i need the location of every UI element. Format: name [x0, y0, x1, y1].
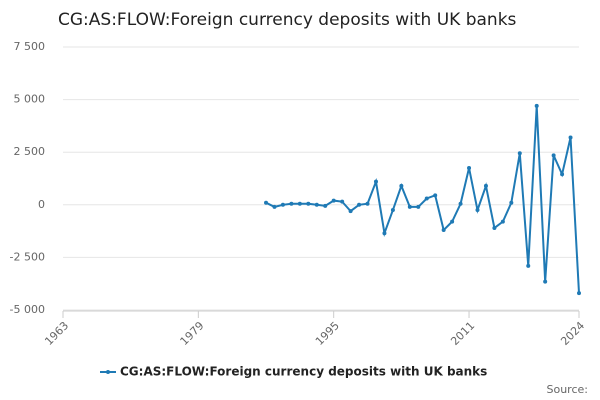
data-point: [348, 209, 353, 214]
data-point: [568, 135, 573, 140]
data-point: [416, 204, 421, 209]
data-point: [441, 228, 446, 233]
x-tick-label: 2024: [558, 319, 587, 348]
y-tick-label: 0: [38, 198, 45, 211]
chart-title: CG:AS:FLOW:Foreign currency deposits wit…: [58, 10, 517, 30]
legend-label: CG:AS:FLOW:Foreign currency deposits wit…: [120, 365, 487, 379]
y-tick-label: 2 500: [14, 145, 46, 158]
data-point: [534, 103, 539, 108]
data-point: [306, 201, 311, 206]
data-point: [483, 183, 488, 188]
data-point: [399, 183, 404, 188]
data-point: [475, 208, 480, 213]
data-point: [297, 201, 302, 206]
data-point: [280, 202, 285, 207]
data-point: [551, 153, 556, 158]
x-tick-label: 2011: [448, 319, 477, 348]
data-point: [433, 193, 438, 198]
y-tick-label: -5 000: [10, 303, 45, 316]
y-tick-label: -2 500: [10, 250, 45, 263]
series-line: [265, 105, 580, 294]
data-point: [509, 200, 514, 205]
data-point: [331, 198, 336, 203]
data-point: [264, 200, 269, 205]
data-point: [272, 204, 277, 209]
data-point: [560, 172, 565, 177]
data-point: [289, 201, 294, 206]
x-tick-label: 1963: [42, 319, 71, 348]
y-tick-label: 5 000: [14, 93, 46, 106]
data-point: [543, 279, 548, 284]
data-point: [577, 291, 581, 296]
data-point: [382, 231, 387, 236]
data-point: [323, 203, 328, 208]
data-point: [390, 208, 395, 213]
data-point: [492, 225, 497, 230]
data-point: [517, 151, 522, 156]
data-point: [467, 165, 472, 170]
data-point: [340, 199, 345, 204]
data-point: [458, 201, 463, 206]
y-tick-label: 7 500: [14, 40, 46, 53]
data-point: [500, 219, 505, 224]
x-tick-label: 1979: [178, 319, 207, 348]
source: Source:: [547, 383, 589, 396]
data-point: [424, 196, 429, 201]
data-point: [373, 179, 378, 184]
data-point: [365, 201, 370, 206]
data-point: [357, 202, 362, 207]
data-point: [526, 263, 531, 268]
legend-marker: [106, 370, 110, 374]
data-point: [314, 202, 319, 207]
data-point: [407, 204, 412, 209]
x-tick-label: 1995: [313, 319, 342, 348]
data-point: [450, 219, 455, 224]
